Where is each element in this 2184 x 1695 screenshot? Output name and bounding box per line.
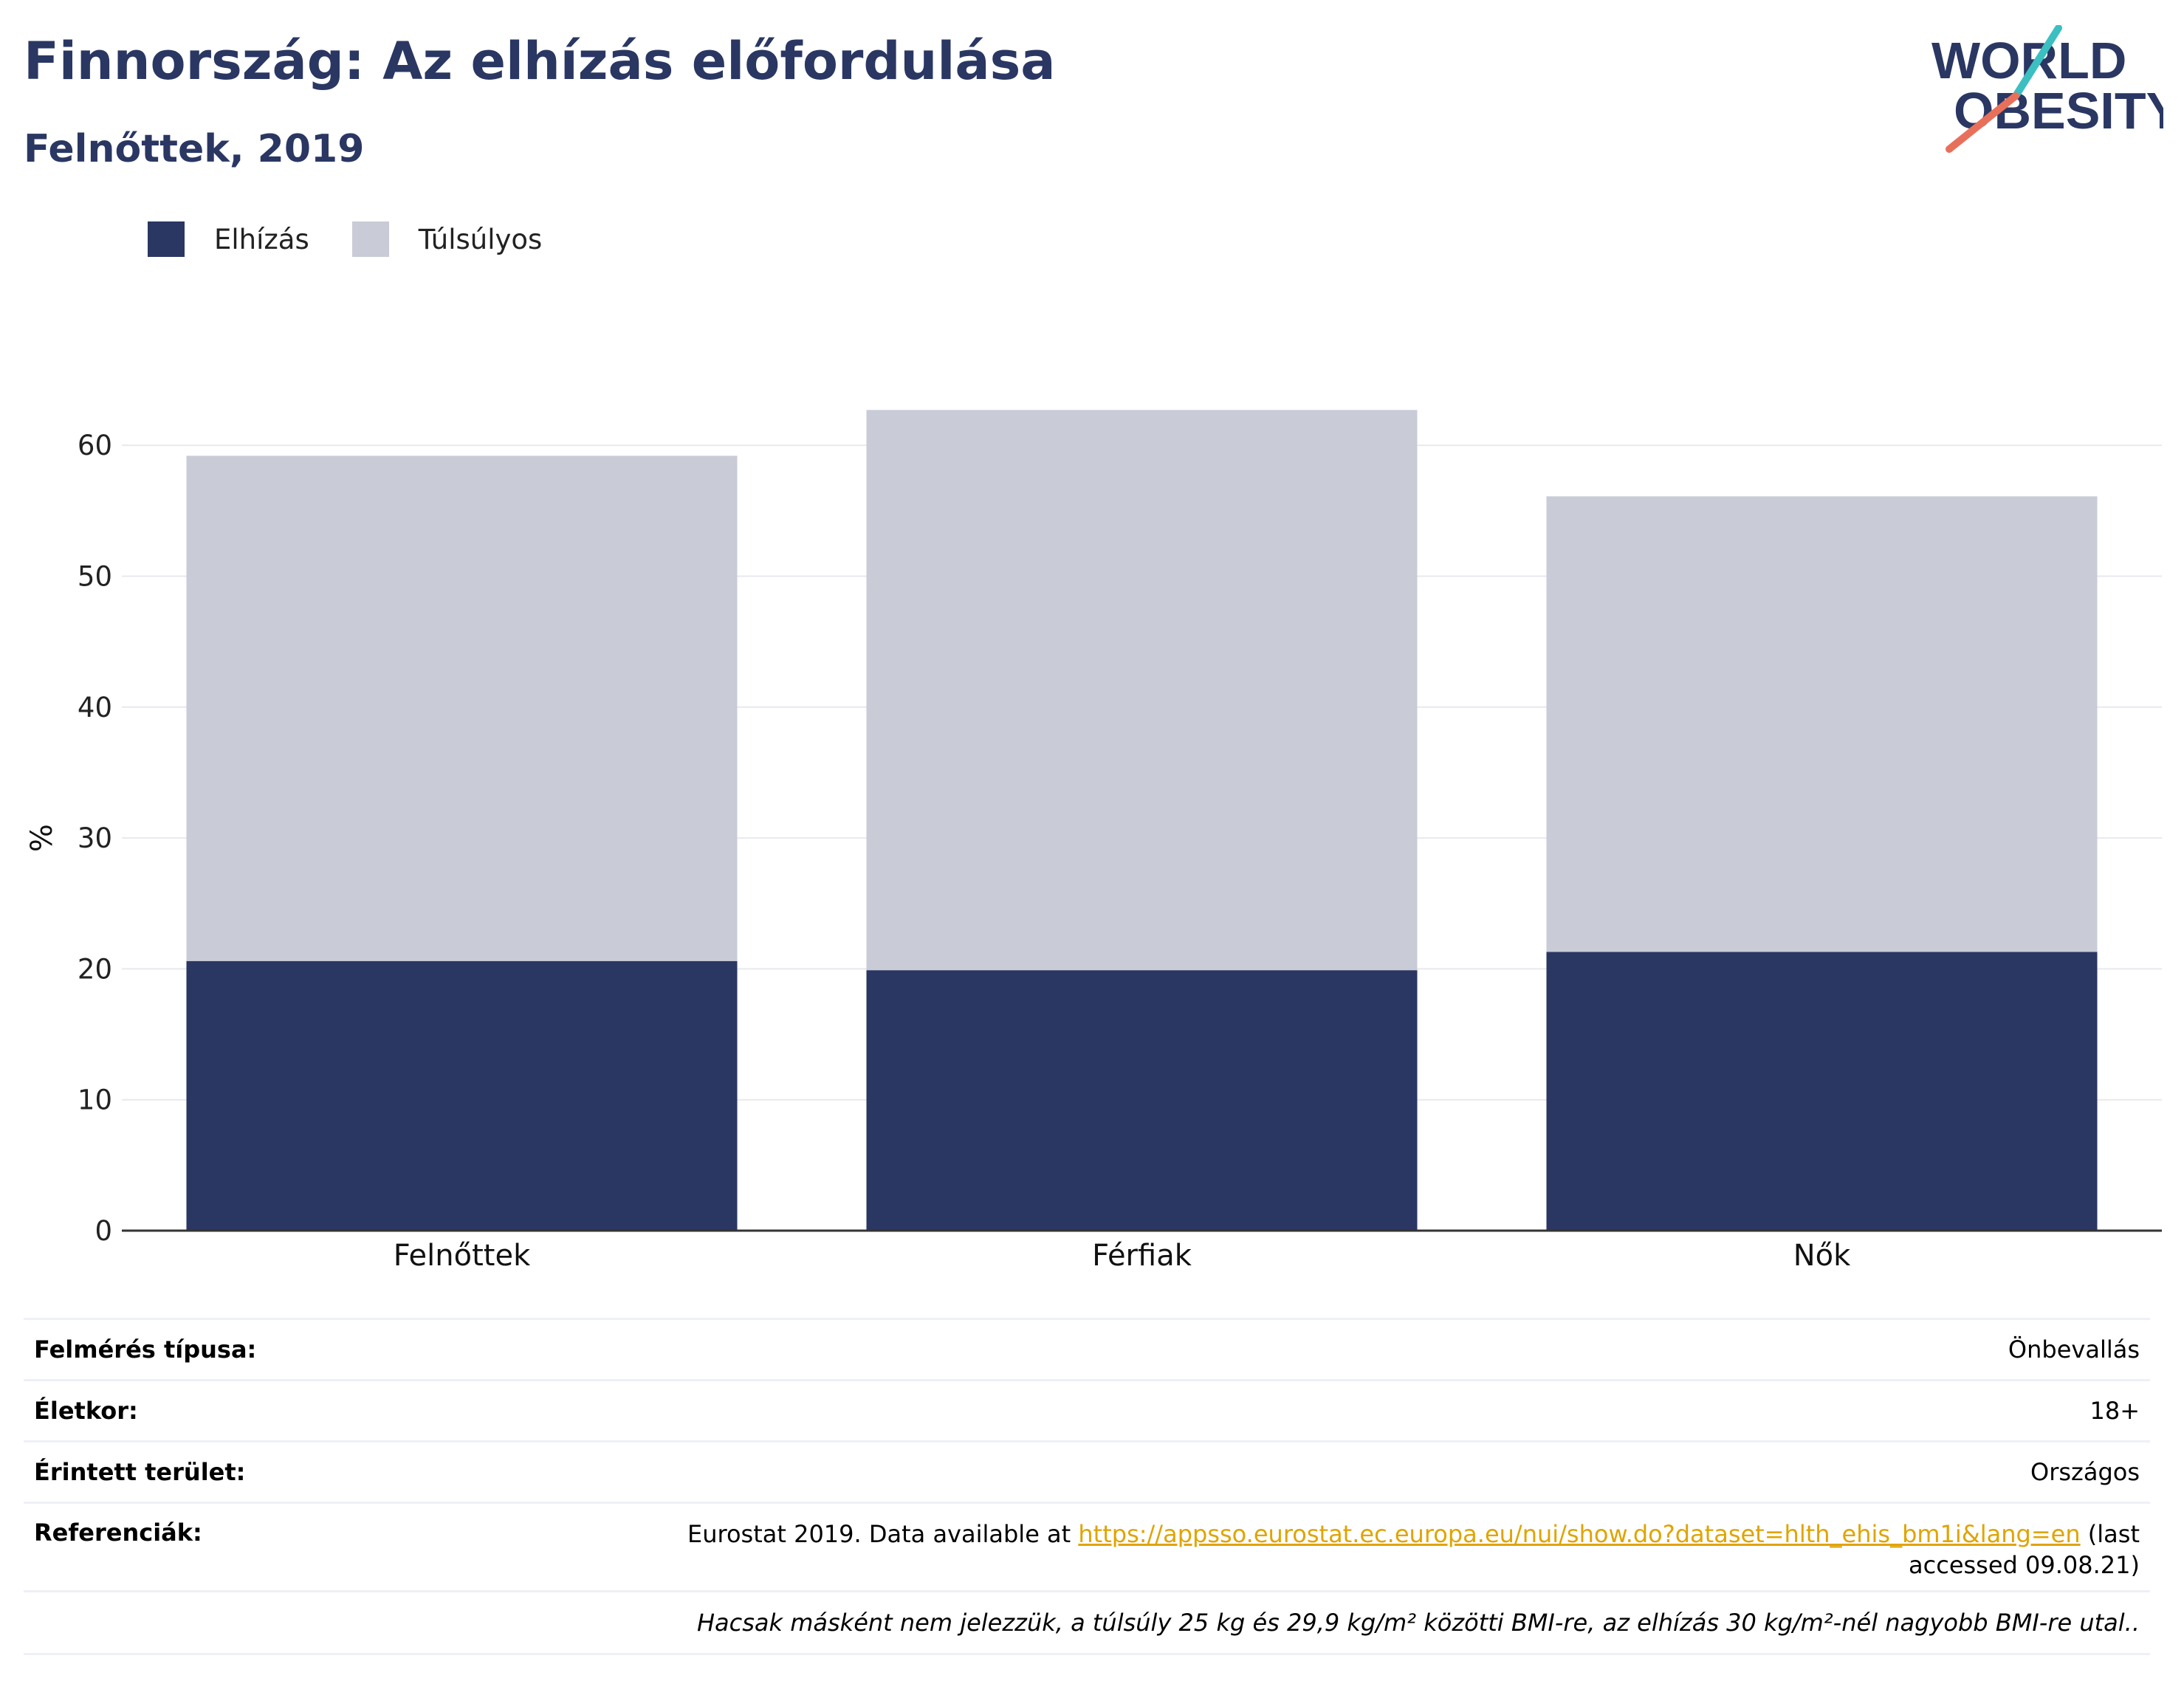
age-label: Életkor: bbox=[34, 1397, 138, 1425]
logo-line2: OBESITY bbox=[1954, 82, 2163, 140]
age-value: 18+ bbox=[2089, 1397, 2140, 1425]
x-tick-label-1: Férfiak bbox=[1092, 1239, 1192, 1273]
legend-item-obesity[interactable]: Elhízás bbox=[148, 221, 309, 257]
bar-overweight-2 bbox=[1546, 496, 2098, 952]
y-tick-label-0: 0 bbox=[95, 1215, 112, 1247]
references-prefix: Eurostat 2019. Data available at bbox=[687, 1520, 1079, 1548]
legend-label-overweight: Túlsúlyos bbox=[418, 223, 543, 255]
x-tick-label-0: Felnőttek bbox=[394, 1239, 531, 1273]
x-tick-label-2: Nők bbox=[1793, 1239, 1851, 1273]
y-tick-label-10: 10 bbox=[78, 1084, 112, 1116]
legend-swatch-overweight bbox=[351, 221, 389, 257]
references-suffix: (last accessed 09.08.21) bbox=[1909, 1520, 2140, 1579]
chart-title: Finnország: Az elhízás előfordulása bbox=[24, 31, 1056, 92]
y-tick-label-30: 30 bbox=[78, 822, 112, 854]
bar-obesity-0 bbox=[186, 960, 738, 1231]
y-axis-label: % bbox=[25, 824, 59, 852]
bar-obesity-2 bbox=[1546, 952, 2098, 1231]
legend-label-obesity: Elhízás bbox=[214, 223, 309, 255]
world-obesity-logo: WORLD OBESITY bbox=[1931, 25, 2163, 153]
legend-item-overweight[interactable]: Túlsúlyos bbox=[351, 221, 543, 257]
y-tick-label-60: 60 bbox=[78, 430, 112, 461]
references-value: Eurostat 2019. Data available at https:/… bbox=[611, 1519, 2140, 1581]
chart-legend: Elhízás Túlsúlyos bbox=[148, 219, 585, 260]
references-link[interactable]: https://appsso.eurostat.ec.europa.eu/nui… bbox=[1078, 1520, 2081, 1548]
info-row-area: Érintett terület: Országos bbox=[24, 1440, 2150, 1502]
y-tick-label-40: 40 bbox=[78, 692, 112, 723]
legend-swatch-obesity bbox=[148, 221, 185, 257]
info-row-note: Hacsak másként nem jelezzük, a túlsúly 2… bbox=[24, 1590, 2150, 1655]
info-row-survey-type: Felmérés típusa: Önbevallás bbox=[24, 1318, 2150, 1379]
chart-subtitle: Felnőttek, 2019 bbox=[24, 127, 365, 171]
area-label: Érintett terület: bbox=[34, 1458, 246, 1486]
info-row-age: Életkor: 18+ bbox=[24, 1379, 2150, 1440]
info-row-references: Referenciák: Eurostat 2019. Data availab… bbox=[24, 1502, 2150, 1590]
survey-type-label: Felmérés típusa: bbox=[34, 1335, 257, 1364]
area-value: Országos bbox=[2030, 1458, 2140, 1486]
logo-slash-top bbox=[2012, 25, 2062, 100]
bar-obesity-1 bbox=[866, 970, 1418, 1231]
logo-slash-bottom bbox=[1946, 92, 2019, 153]
references-label: Referenciák: bbox=[34, 1519, 202, 1547]
survey-type-value: Önbevallás bbox=[2008, 1335, 2140, 1364]
bar-overweight-1 bbox=[866, 410, 1418, 971]
y-tick-label-50: 50 bbox=[78, 561, 112, 593]
bmi-note: Hacsak másként nem jelezzük, a túlsúly 2… bbox=[696, 1609, 2140, 1637]
y-tick-label-20: 20 bbox=[78, 953, 112, 985]
info-table: Felmérés típusa: Önbevallás Életkor: 18+… bbox=[24, 1318, 2150, 1655]
stacked-bar-chart: 0 10 20 30 40 50 60% Felnőttek Férfiak Nők bbox=[25, 410, 2162, 1273]
bar-overweight-0 bbox=[186, 455, 738, 961]
